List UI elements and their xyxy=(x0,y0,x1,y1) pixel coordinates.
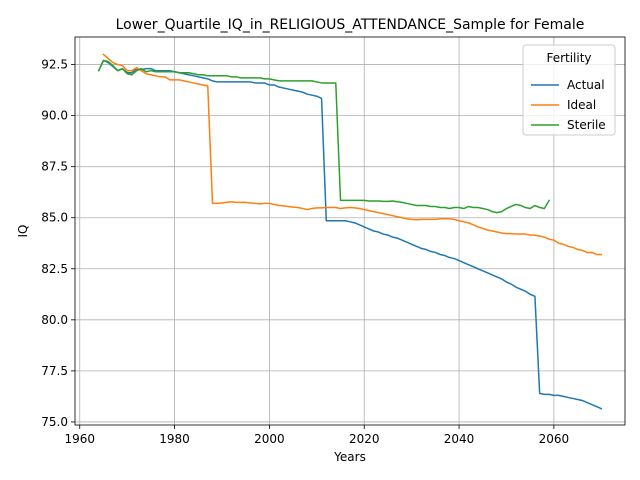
x-tick-label: 1960 xyxy=(64,432,95,446)
x-tick-label: 2000 xyxy=(254,432,285,446)
y-tick-label: 85.0 xyxy=(41,211,68,225)
y-tick-label: 77.5 xyxy=(41,364,68,378)
legend: Fertility Actual Ideal Sterile xyxy=(522,44,616,136)
x-tick-label: 2020 xyxy=(349,432,380,446)
legend-title: Fertility xyxy=(546,51,591,65)
y-tick-label: 90.0 xyxy=(41,109,68,123)
y-tick-label: 92.5 xyxy=(41,58,68,72)
y-tick-label: 82.5 xyxy=(41,262,68,276)
plot-frame xyxy=(74,36,626,426)
legend-label-sterile: Sterile xyxy=(567,118,606,132)
legend-label-actual: Actual xyxy=(567,78,605,92)
y-tick-label: 75.0 xyxy=(41,415,68,429)
grid xyxy=(75,37,625,425)
y-tick-label: 80.0 xyxy=(41,313,68,327)
x-tick-label: 2040 xyxy=(444,432,475,446)
chart-title: Lower_Quartile_IQ_in_RELIGIOUS_ATTENDANC… xyxy=(116,17,585,33)
x-axis-label: Years xyxy=(333,450,366,464)
x-tick-label: 1980 xyxy=(159,432,190,446)
series-line-sterile xyxy=(97,59,551,214)
y-axis-label: IQ xyxy=(16,225,30,238)
series-layer xyxy=(97,53,603,410)
y-tick-label: 87.5 xyxy=(41,160,68,174)
legend-items: Actual Ideal Sterile xyxy=(531,78,606,132)
y-axis: 75.0 77.5 80.0 82.5 85.0 87.5 90.0 92.5 xyxy=(41,58,75,429)
x-axis: 1960 1980 2000 2020 2040 2060 xyxy=(64,425,569,446)
legend-box xyxy=(522,44,616,136)
x-tick-label: 2060 xyxy=(539,432,570,446)
legend-label-ideal: Ideal xyxy=(567,98,596,112)
series-line-ideal xyxy=(102,53,603,256)
